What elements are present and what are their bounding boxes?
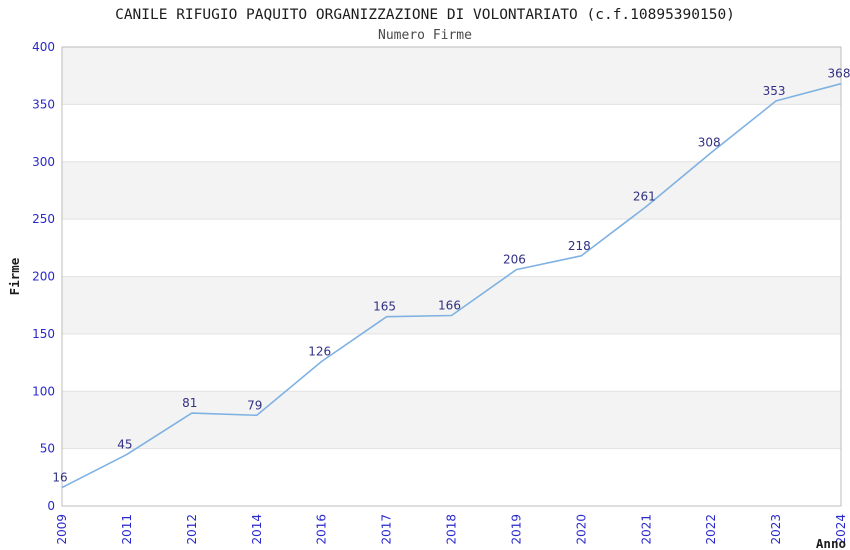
grid-band [62,161,841,220]
x-tick-label: 2016 [315,514,329,545]
x-axis-title: Anno [816,536,846,550]
x-tick-label: 2014 [250,514,264,545]
y-tick-label: 0 [47,499,55,513]
y-tick-label: 100 [32,384,55,398]
x-tick-label: 2020 [574,514,588,545]
data-label: 165 [373,300,396,314]
y-tick-labels: 0 50 100 150 200 250 300 350 400 [32,40,55,513]
y-tick-label: 200 [32,270,55,284]
y-tick-label: 350 [32,97,55,111]
x-tick-labels: 2009 2011 2012 2014 2016 2017 2018 2019 2020 2021… [55,514,848,545]
x-tick-label: 2021 [639,514,653,545]
x-tick-label: 2009 [55,514,69,545]
y-tick-label: 300 [32,155,55,169]
data-label: 81 [182,396,197,410]
data-label: 45 [117,437,132,451]
x-tick-label: 2023 [769,514,783,545]
data-label: 16 [52,471,67,485]
data-label: 261 [633,190,656,204]
y-axis-title: Firme [7,257,22,295]
grid-bands [62,47,841,449]
x-tick-label: 2018 [445,514,459,545]
x-tick-label: 2012 [185,514,199,545]
chart-title: CANILE RIFUGIO PAQUITO ORGANIZZAZIONE DI… [115,7,735,23]
grid-band [62,47,841,105]
data-label: 218 [568,239,591,253]
y-tick-label: 250 [32,212,55,226]
data-labels: 16 45 81 79 126 165 166 206 218 261 308 353 368 [52,67,850,485]
x-tick-label: 2017 [380,514,394,545]
grid-lines [62,103,841,450]
x-tick-label: 2022 [704,514,718,545]
grid-band [62,276,841,334]
grid-band [62,391,841,449]
data-label: 353 [763,84,786,98]
plot-border [61,46,842,507]
series-line [61,82,842,489]
x-tick-label: 2011 [120,514,134,545]
data-label: 368 [828,67,850,81]
data-label: 126 [308,344,331,358]
chart-subtitle: Numero Firme [378,28,472,43]
x-tick-label: 2024 [834,514,848,545]
x-tick-label: 2019 [509,514,523,545]
y-tick-label: 50 [40,442,55,456]
y-tick-label: 150 [32,327,55,341]
data-label: 79 [247,398,262,412]
data-label: 308 [698,136,721,150]
data-label: 166 [438,299,461,313]
data-label: 206 [503,253,526,267]
y-tick-label: 400 [32,40,55,54]
